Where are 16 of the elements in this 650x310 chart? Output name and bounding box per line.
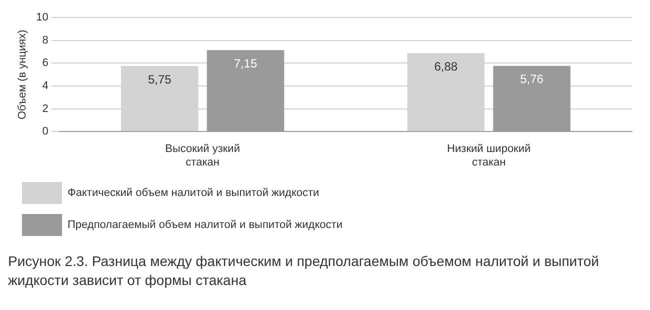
data-label: 7,15 <box>234 56 258 70</box>
y-tick-label: 4 <box>42 80 48 92</box>
legend-label: Предполагаемый объем налитой и выпитой жидкости <box>68 219 342 232</box>
y-tick-label: 10 <box>36 12 48 24</box>
y-tick-label: 8 <box>42 34 48 46</box>
data-label: 5,76 <box>520 72 544 86</box>
y-tick-label: 0 <box>42 126 48 138</box>
x-tick-label: Низкий широкий стакан <box>447 143 531 168</box>
data-label: 6,88 <box>434 59 458 74</box>
text: Рисунок 2.3. Разница между фактическим и предполагаемым объемом налитой и выпитой жидкости зависит от формы стакана <box>8 252 600 290</box>
legend-label: Фактический объем налитой и выпитой жидкости <box>68 187 320 200</box>
data-label: 5,75 <box>148 72 172 86</box>
y-tick-label: 6 <box>42 57 48 70</box>
y-tick-label: 2 <box>42 102 48 115</box>
x-tick-label: Высокий узкий стакан <box>165 143 240 168</box>
y-axis-title: Объем (в унциях) <box>16 30 29 120</box>
